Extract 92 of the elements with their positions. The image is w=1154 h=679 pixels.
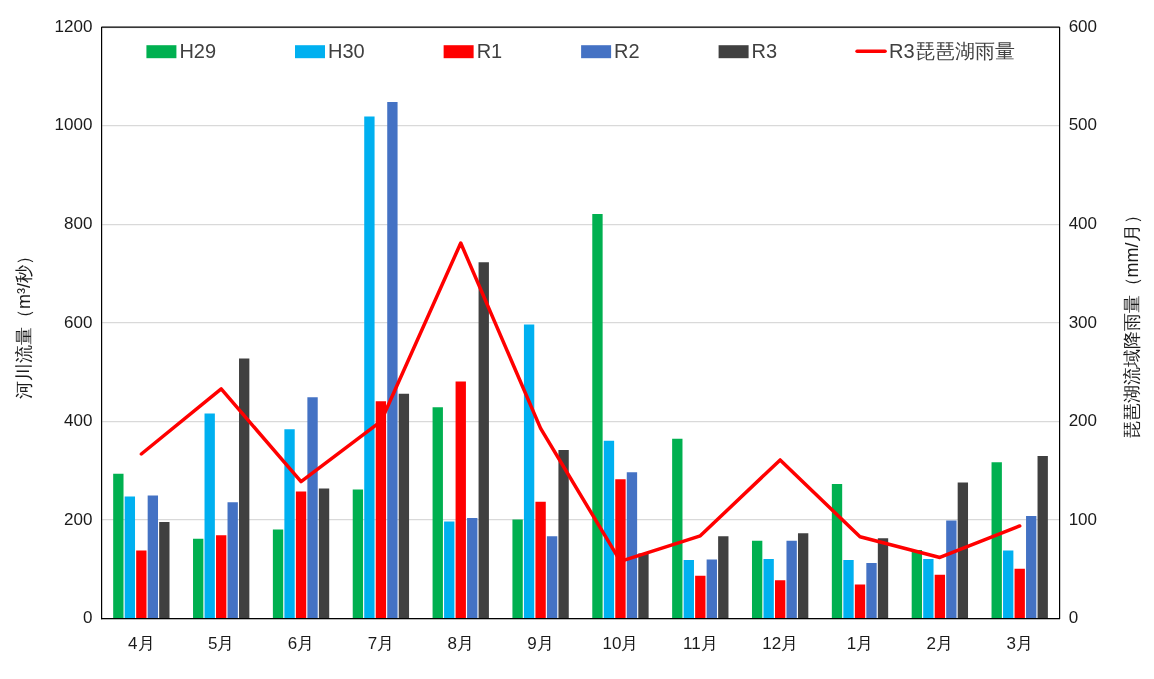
bar [1037, 455, 1048, 618]
bar [718, 536, 729, 618]
bar [946, 520, 957, 618]
bar [786, 540, 797, 618]
bar [432, 407, 443, 618]
bar [387, 102, 398, 618]
bar [478, 262, 489, 618]
bar [352, 489, 364, 618]
y-tick-label: 400 [64, 411, 93, 431]
x-tick-label: 8月 [447, 634, 474, 654]
x-tick-label: 2月 [926, 634, 954, 654]
bar [695, 575, 706, 618]
x-tick-label: 12月 [762, 634, 799, 654]
bar [239, 358, 250, 618]
bar [763, 558, 774, 618]
bar [911, 550, 923, 618]
y2-tick-label: 500 [1068, 115, 1098, 135]
bar [934, 574, 946, 618]
bar [854, 584, 866, 618]
bar [284, 429, 295, 618]
y2-tick-label: 300 [1068, 312, 1098, 332]
legend-label: H30 [328, 39, 365, 62]
x-tick-label: 11月 [682, 634, 718, 654]
bar [124, 496, 136, 618]
bar [957, 482, 969, 618]
bar [603, 440, 615, 618]
bar [991, 462, 1002, 618]
y2-tick-label: 600 [1068, 16, 1098, 36]
bar [204, 413, 215, 618]
bar [147, 495, 159, 618]
x-tick-label: 7月 [367, 634, 395, 654]
bar [398, 393, 410, 618]
x-tick-label: 6月 [287, 634, 315, 654]
bar [626, 472, 638, 618]
bar [307, 397, 318, 618]
bar [227, 502, 238, 618]
bar [444, 521, 455, 618]
bar [923, 558, 934, 618]
y-tick-label: 200 [64, 509, 93, 529]
legend-label: R2 [614, 39, 640, 62]
bar [546, 536, 558, 618]
bar [523, 324, 535, 618]
bar [512, 519, 523, 618]
bar [136, 550, 147, 618]
bar [774, 580, 786, 618]
bar [831, 484, 843, 618]
legend-label: R3琵琶湖雨量 [889, 39, 1015, 62]
bar [672, 438, 683, 618]
y2-axis-title: 琵琶湖流域降雨量（mm/月） [1121, 206, 1142, 440]
bar [558, 450, 569, 618]
y-tick-label: 0 [82, 608, 93, 628]
y2-tick-label: 400 [1068, 214, 1098, 234]
x-tick-label: 3月 [1006, 634, 1033, 654]
bar [295, 491, 307, 618]
y-tick-label: 600 [64, 312, 93, 332]
bar [592, 213, 603, 618]
bar [364, 116, 375, 618]
bar [877, 538, 889, 618]
y-tick-label: 1200 [54, 16, 93, 36]
y2-tick-label: 200 [1068, 411, 1098, 431]
bar [683, 559, 694, 618]
bar [467, 518, 478, 618]
bar [638, 553, 649, 618]
x-tick-label: 4月 [128, 634, 155, 654]
bar [1026, 516, 1037, 618]
bar [193, 538, 204, 618]
x-tick-label: 1月 [846, 634, 874, 654]
bar [866, 562, 877, 618]
bar [216, 535, 227, 618]
bar [535, 501, 546, 618]
bar [751, 540, 763, 618]
legend-label: H29 [179, 39, 217, 62]
y2-tick-label: 100 [1068, 509, 1098, 529]
bar [159, 522, 170, 618]
x-tick-label: 10月 [602, 634, 639, 654]
bar [113, 473, 124, 618]
y-tick-label: 1000 [54, 115, 93, 135]
x-tick-label: 5月 [207, 634, 235, 654]
bar [1014, 568, 1025, 618]
y-axis-title: 河川流量（m³/秒） [13, 246, 34, 399]
bar [706, 559, 717, 618]
y-tick-label: 800 [64, 214, 93, 234]
y2-tick-label: 0 [1068, 608, 1079, 628]
legend-label: R1 [476, 39, 503, 62]
bar [843, 559, 854, 618]
x-tick-label: 9月 [527, 634, 554, 654]
bar [318, 488, 330, 618]
legend-label: R3 [751, 39, 778, 62]
bar [272, 529, 284, 618]
bar [797, 533, 809, 618]
bar [1003, 550, 1014, 618]
bar [455, 381, 466, 618]
